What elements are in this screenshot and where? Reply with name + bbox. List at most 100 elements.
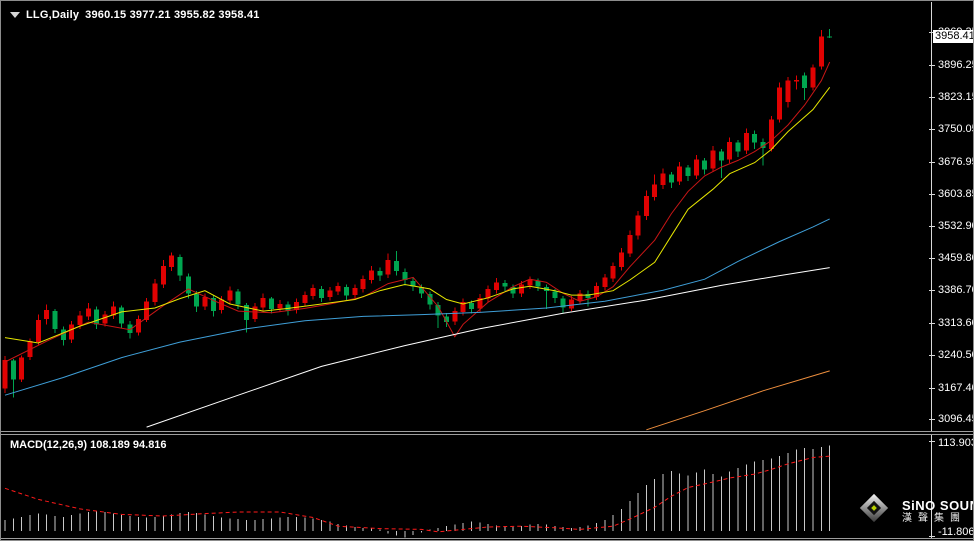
candle — [635, 215, 641, 236]
candle — [244, 304, 250, 320]
candle — [377, 271, 383, 276]
symbol-period-label: LLG,Daily — [26, 9, 80, 21]
candle — [727, 141, 733, 160]
macd-indicator-label: MACD(12,26,9) 108.189 94.816 — [10, 439, 167, 451]
candle — [560, 298, 566, 308]
candle — [319, 288, 325, 298]
candle — [135, 319, 141, 333]
macd-histogram-group — [4, 445, 831, 538]
symbol-dropdown-icon[interactable] — [10, 12, 20, 18]
candle — [360, 279, 366, 289]
candle — [768, 119, 774, 149]
candle — [568, 299, 574, 309]
price-axis-label: 3386.70 — [938, 284, 974, 296]
candle — [119, 307, 125, 324]
candle — [2, 359, 8, 389]
candle — [169, 255, 175, 267]
candle — [677, 166, 683, 182]
price-axis-label: 3532.90 — [938, 220, 974, 232]
price-axis-label: 3459.80 — [938, 252, 974, 264]
logo-subtitle: 漢聲集團 — [902, 512, 966, 524]
candle — [552, 291, 558, 298]
price-axis-label: 3096.45 — [938, 413, 974, 425]
candle — [718, 151, 724, 161]
candle — [302, 295, 308, 304]
candle — [527, 280, 533, 286]
panel-divider[interactable] — [1, 431, 973, 435]
candle — [610, 265, 616, 279]
candle — [602, 277, 608, 288]
candle — [310, 288, 316, 296]
logo-title: SiNO SOUND — [902, 497, 973, 513]
candle — [144, 301, 150, 320]
candle — [493, 282, 499, 290]
price-axis-label: 3896.25 — [938, 59, 974, 71]
candle — [427, 294, 433, 305]
ma-blue — [4, 218, 830, 396]
price-axis-tick — [929, 388, 935, 389]
price-axis-tick — [929, 194, 935, 195]
candle — [85, 308, 91, 317]
candle — [518, 284, 524, 294]
ma-white — [146, 267, 830, 428]
macd-axis-label: 113.903 — [938, 437, 974, 449]
candle — [652, 184, 658, 197]
candle — [369, 270, 375, 281]
main-chart-svg[interactable] — [2, 2, 931, 432]
macd-axis-tick — [929, 536, 935, 537]
candle — [385, 260, 391, 275]
candle — [94, 309, 100, 325]
candle — [443, 316, 449, 323]
candle — [477, 297, 483, 309]
main-chart-panel[interactable]: LLG,Daily 3960.15 3977.21 3955.82 3958.4… — [2, 2, 931, 432]
candle — [327, 290, 333, 297]
chart-header: LLG,Daily 3960.15 3977.21 3955.82 3958.4… — [10, 9, 260, 21]
ma-lines-group — [4, 61, 831, 431]
candle — [35, 319, 41, 343]
macd-svg[interactable] — [2, 435, 931, 538]
ma-orange — [646, 370, 830, 431]
candle — [660, 173, 666, 186]
candle — [793, 79, 799, 82]
candle — [535, 280, 541, 287]
price-axis-tick — [929, 129, 935, 130]
macd-panel[interactable]: MACD(12,26,9) 108.189 94.816 — [2, 435, 931, 538]
candle — [10, 360, 16, 380]
macd-signal — [4, 455, 830, 533]
candles-group — [2, 28, 833, 398]
candle — [735, 142, 741, 152]
candle — [219, 299, 225, 311]
candle — [60, 329, 66, 340]
candle — [260, 297, 266, 308]
candle — [102, 314, 108, 324]
candle — [702, 160, 708, 170]
price-axis-tick — [929, 419, 935, 420]
candle — [127, 324, 133, 334]
price-axis-label: 3823.15 — [938, 91, 974, 103]
candle — [585, 294, 591, 298]
price-axis-tick — [929, 258, 935, 259]
candle — [252, 306, 258, 320]
candle — [468, 303, 474, 309]
price-axis-tick — [929, 290, 935, 291]
candle — [452, 311, 458, 322]
candle — [344, 287, 350, 296]
candle — [269, 298, 275, 309]
price-axis-tick — [929, 32, 935, 33]
price-axis-label: 3676.95 — [938, 156, 974, 168]
candle — [510, 287, 516, 294]
price-axis: 3969.353896.253823.153750.053676.953603.… — [929, 2, 974, 431]
current-price-badge: 3958.41 — [933, 30, 973, 43]
candle — [760, 141, 766, 149]
candle — [177, 257, 183, 276]
candle — [210, 297, 216, 312]
ohlc-readout: 3960.15 3977.21 3955.82 3958.41 — [85, 9, 260, 21]
candle — [394, 260, 400, 272]
macd-axis: 113.903 -11.806 — [929, 435, 974, 538]
candle — [52, 311, 58, 329]
candle — [643, 195, 649, 217]
candle — [460, 302, 466, 312]
candle — [294, 302, 300, 311]
candle — [743, 132, 749, 151]
candle — [402, 272, 408, 281]
